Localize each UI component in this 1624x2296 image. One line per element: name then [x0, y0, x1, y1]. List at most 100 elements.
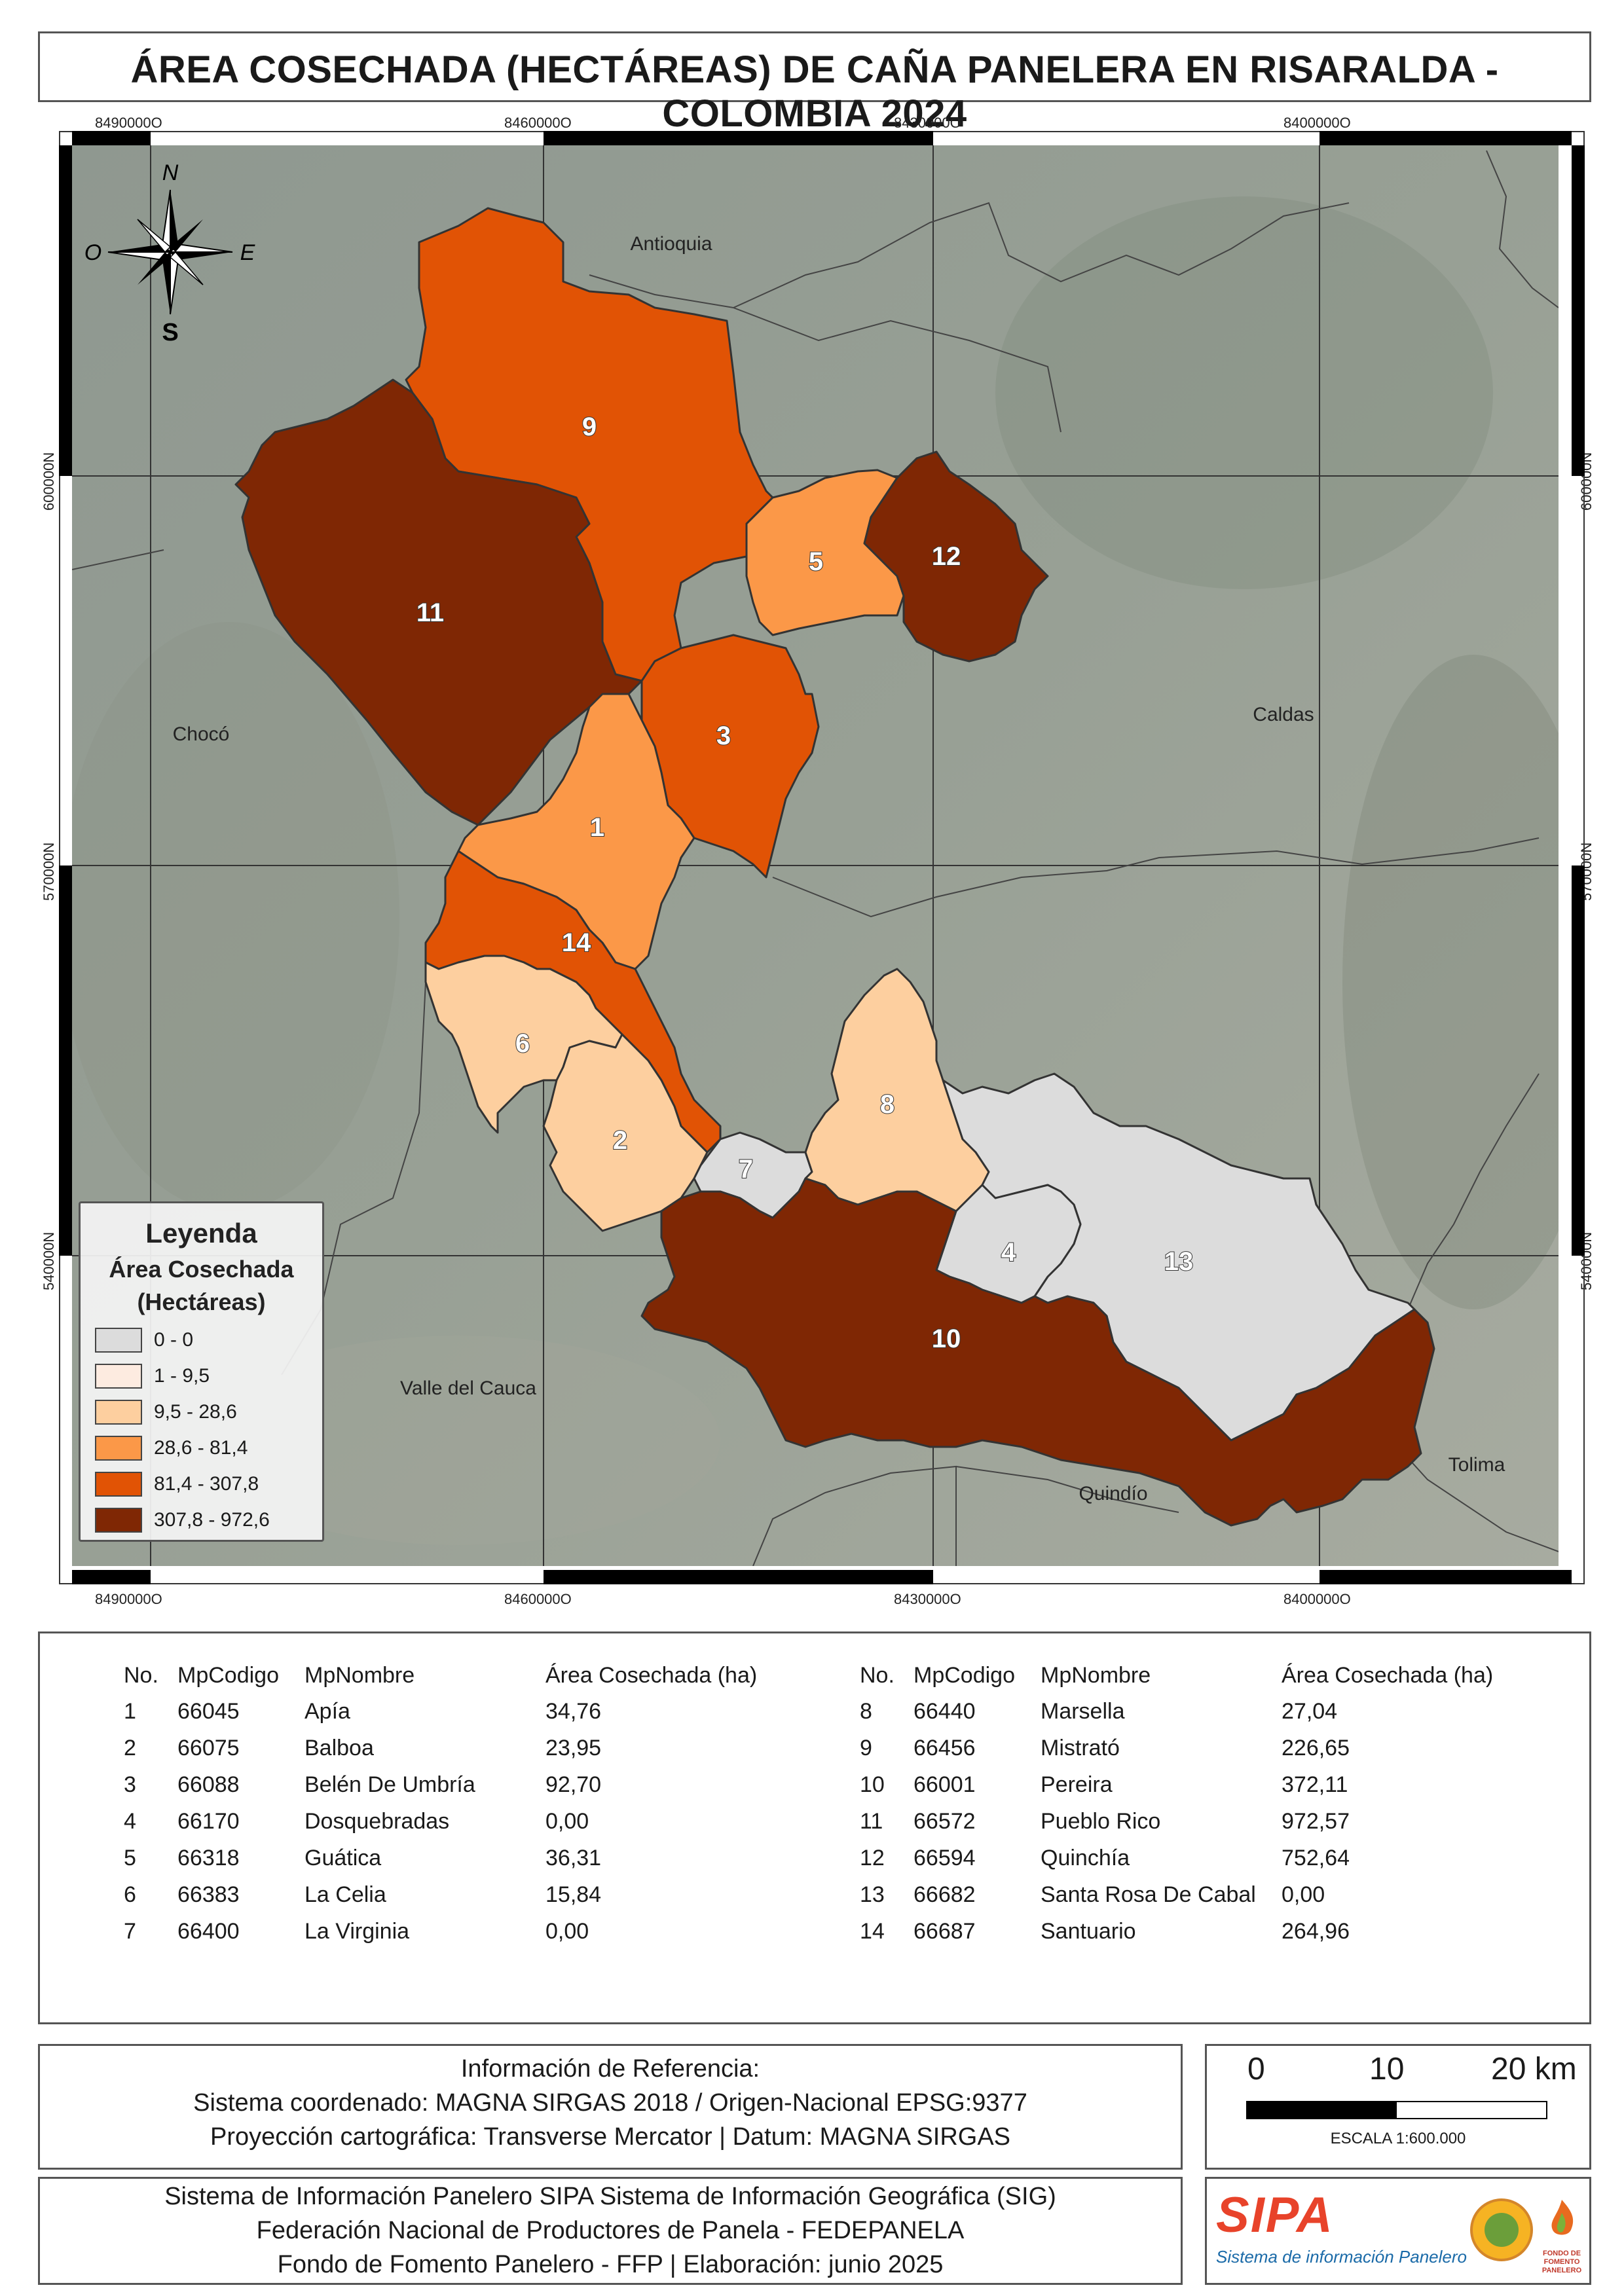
label-mun-9: 9	[582, 412, 597, 441]
table-header: No.	[860, 1663, 895, 1688]
table-cell: 7	[124, 1919, 136, 1944]
table-header: MpNombre	[304, 1663, 415, 1688]
terrain-shade	[1342, 655, 1559, 1309]
table-cell: La Virginia	[304, 1919, 410, 1944]
label-mun-12: 12	[932, 542, 961, 571]
coord-bottom-2: 8460000O	[504, 1591, 572, 1607]
table-cell: 15,84	[545, 1882, 602, 1907]
place-labels: Antioquia Chocó Caldas Valle del Cauca Q…	[173, 233, 1505, 1504]
table-cell: Santuario	[1041, 1919, 1136, 1944]
compass-point	[169, 251, 204, 285]
table-cell: Quinchía	[1041, 1846, 1130, 1870]
scale-tick-10: 10	[1369, 2052, 1405, 2086]
table-header: Área Cosechada (ha)	[1282, 1663, 1494, 1688]
label-mun-8: 8	[880, 1090, 895, 1119]
table-cell: 12	[860, 1846, 885, 1870]
table-cell: 4	[124, 1809, 136, 1834]
legend-swatch	[95, 1364, 142, 1389]
table-cell: 23,95	[545, 1736, 602, 1760]
coord-left-1: 600000N	[41, 452, 57, 511]
terrain-shade	[72, 622, 399, 1211]
reference-info: Información de Referencia: Sistema coord…	[38, 2044, 1183, 2170]
legend-swatch	[95, 1508, 142, 1533]
label-mun-14: 14	[562, 928, 591, 957]
frame-tick	[1320, 1570, 1572, 1584]
table-header: MpCodigo	[177, 1663, 279, 1688]
label-mun-2: 2	[613, 1126, 627, 1155]
coord-bottom-3: 8430000O	[894, 1591, 961, 1607]
ffp-leaf-shape	[1557, 2213, 1566, 2232]
table-cell: 264,96	[1282, 1919, 1350, 1944]
table-cell: 0,00	[545, 1919, 589, 1944]
boundary-line	[752, 1465, 957, 1566]
frame-ticks	[59, 131, 1585, 1584]
table-cell: 66170	[177, 1809, 240, 1834]
label-mun-1: 1	[590, 813, 604, 842]
label-mun-13: 13	[1164, 1247, 1194, 1276]
table-cell: 36,31	[545, 1846, 602, 1870]
table-cell: 66572	[913, 1809, 976, 1834]
table-cell: 66001	[913, 1772, 976, 1797]
frame-tick	[72, 1570, 151, 1584]
fedepanela-logo-icon	[1470, 2198, 1533, 2261]
municipality-10-pereira	[640, 1177, 1435, 1527]
compass-point	[137, 219, 172, 253]
table-cell: 34,76	[545, 1699, 602, 1724]
table-cell: 8	[860, 1699, 872, 1724]
label-mun-10: 10	[932, 1324, 961, 1353]
legend-label: 28,6 - 81,4	[154, 1437, 248, 1459]
compass-point	[170, 219, 203, 252]
table-cell: 10	[860, 1772, 885, 1797]
boundary-line	[772, 837, 1540, 918]
table-cell: 9	[860, 1736, 872, 1760]
compass-north: N	[162, 160, 179, 185]
table-cell: 372,11	[1282, 1772, 1348, 1797]
table-cell: 226,65	[1282, 1736, 1350, 1760]
table-cell: 0,00	[1282, 1882, 1325, 1907]
legend: Leyenda Área Cosechada (Hectáreas) 0 - 0…	[79, 1201, 324, 1542]
label-mun-5: 5	[809, 547, 823, 576]
table-cell: 66075	[177, 1736, 240, 1760]
ffp-flame-icon	[1551, 2200, 1574, 2235]
table-cell: 13	[860, 1882, 885, 1907]
label-mun-6: 6	[515, 1029, 530, 1058]
table-header: MpNombre	[1041, 1663, 1151, 1688]
boundary-line	[72, 549, 164, 570]
coord-top-1: 8490000O	[95, 115, 162, 131]
compass-south: S	[162, 319, 178, 346]
map-frame-ticks	[59, 131, 1585, 1584]
frame-tick	[72, 131, 151, 145]
compass-west: O	[84, 240, 101, 265]
table-cell: 6	[124, 1882, 136, 1907]
scale-label: ESCALA 1:600.000	[1330, 2130, 1466, 2147]
title-box: ÁREA COSECHADA (HECTÁREAS) DE CAÑA PANEL…	[38, 31, 1591, 135]
table-cell: 66318	[177, 1846, 240, 1870]
table-cell: 66456	[913, 1736, 976, 1760]
label-mun-3: 3	[716, 721, 731, 750]
coord-left-2: 570000N	[41, 842, 57, 901]
table-cell: Belén De Umbría	[304, 1772, 475, 1797]
legend-unit: (Hectáreas)	[137, 1288, 266, 1315]
legend-swatch	[95, 1472, 142, 1497]
table-cell: 0,00	[545, 1809, 589, 1834]
frame-tick	[544, 1570, 933, 1584]
coord-bottom-4: 8400000O	[1283, 1591, 1351, 1607]
compass-point	[138, 252, 170, 285]
table-cell: Dosquebradas	[304, 1809, 450, 1834]
frame-tick	[1320, 131, 1572, 145]
legend-title: Leyenda	[145, 1218, 257, 1248]
compass-point	[170, 190, 178, 252]
reference-crs: Sistema coordenado: MAGNA SIRGAS 2018 / …	[193, 2089, 1027, 2117]
label-quindio: Quindío	[1079, 1483, 1147, 1504]
municipality-table: No. MpCodigo MpNombre Área Cosechada (ha…	[38, 1631, 1591, 2024]
reference-projection: Proyección cartográfica: Transverse Merc…	[210, 2123, 1011, 2151]
table-cell: Guática	[304, 1846, 382, 1870]
municipality-2-balboa	[542, 1033, 709, 1232]
scale-bar-segment	[1247, 2102, 1397, 2118]
table-header: No.	[124, 1663, 158, 1688]
table-header: Área Cosechada (ha)	[545, 1663, 758, 1688]
municipality-labels: 1 2 3 4 5 6 7 8 9 10 11 12 13 14	[416, 412, 1194, 1354]
municipality-12-quinchia	[863, 450, 1049, 663]
table-cell: 92,70	[545, 1772, 602, 1797]
boundary-line	[733, 307, 1061, 433]
